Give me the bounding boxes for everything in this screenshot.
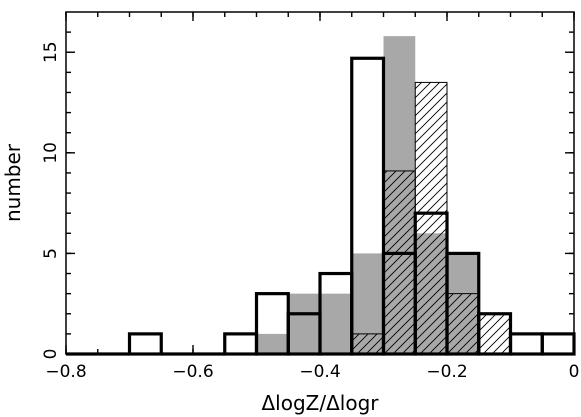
histogram-bar (446, 293, 480, 355)
histogram-bar (127, 332, 163, 356)
histogram-bar (540, 332, 576, 356)
histogram-bar (351, 333, 384, 355)
histogram-bar (478, 313, 511, 355)
y-axis-tick-labels: 0 5 10 15 (41, 41, 61, 359)
x-tick-label: −0.8 (45, 362, 86, 382)
y-tick-label: 5 (41, 248, 61, 259)
y-tick-label: 10 (41, 142, 61, 164)
x-tick-label: −0.2 (426, 362, 467, 382)
outline-histogram-series (66, 56, 576, 356)
histogram-bar (223, 332, 259, 356)
x-axis-label: ΔlogZ/Δlogr (261, 391, 379, 415)
x-axis-tick-labels: −0.8 −0.6 −0.4 −0.2 0 (45, 362, 579, 382)
y-tick-label: 15 (41, 41, 61, 63)
histogram-bar (288, 293, 320, 354)
histogram-bar (256, 333, 289, 354)
histogram-bar (383, 170, 416, 355)
histogram-bar (320, 293, 352, 354)
x-tick-label: −0.6 (172, 362, 213, 382)
hatched-histogram-series (351, 81, 511, 355)
histogram-bar (414, 81, 448, 355)
x-tick-label: −0.4 (299, 362, 340, 382)
y-axis-label: number (1, 143, 25, 222)
histogram-bar (508, 332, 544, 356)
y-tick-label: 0 (41, 349, 61, 360)
axis-ticks (65, 12, 575, 355)
x-tick-label: 0 (569, 362, 580, 382)
